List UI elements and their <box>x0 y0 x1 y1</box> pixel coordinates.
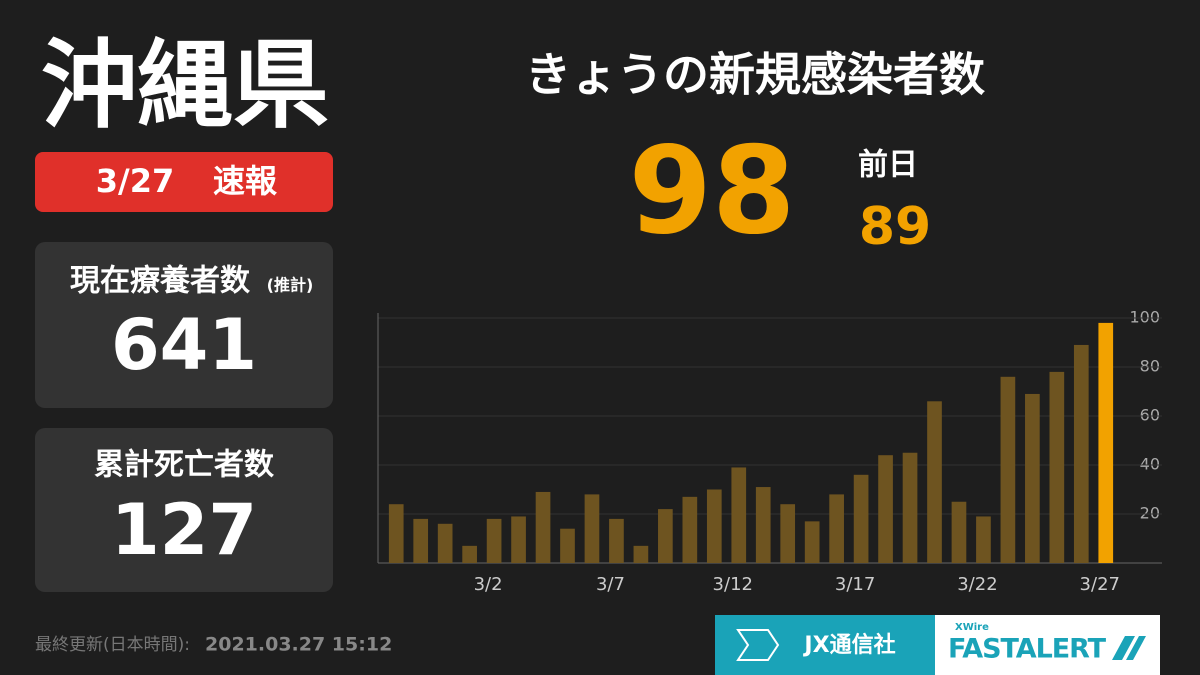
today-count: 98 <box>629 123 796 262</box>
x-tick-label: 3/22 <box>957 574 997 595</box>
bar <box>1000 376 1016 563</box>
prefecture: 沖縄県 <box>41 29 329 141</box>
x-tick-label: 3/7 <box>596 574 625 595</box>
previous-label: 前日 <box>858 148 918 183</box>
bar <box>511 516 526 563</box>
bar <box>804 521 820 563</box>
bar <box>902 452 918 563</box>
footer-timestamp: 2021.03.27 15:12 <box>205 634 392 656</box>
x-tick-label: 3/2 <box>474 574 503 595</box>
badge-date: 3/27 <box>96 162 174 200</box>
bar <box>1073 344 1089 563</box>
y-tick-label: 60 <box>1140 406 1160 425</box>
bar <box>560 528 575 563</box>
bar <box>706 489 722 563</box>
bar <box>682 496 698 563</box>
badge <box>35 152 333 212</box>
bar <box>609 518 624 563</box>
bar <box>1025 393 1040 563</box>
bar <box>462 545 477 563</box>
bar <box>535 491 551 563</box>
bar <box>927 401 942 563</box>
stat-label: 現在療養者数 <box>70 264 251 299</box>
bar <box>437 523 453 563</box>
x-tick-label: 3/17 <box>835 574 875 595</box>
jx-logo-text: JX通信社 <box>802 632 895 658</box>
stat-value: 641 <box>111 304 257 386</box>
stat-card <box>35 428 333 592</box>
stat-label: 累計死亡者数 <box>94 448 275 483</box>
y-tick-label: 40 <box>1140 455 1160 474</box>
previous-value: 89 <box>859 197 931 257</box>
fastalert-text: FASTALERT <box>948 634 1107 665</box>
x-tick-label: 3/12 <box>713 574 753 595</box>
jx-logo-box <box>715 615 935 675</box>
fastalert-icon <box>1112 636 1146 660</box>
bar <box>976 516 991 563</box>
headline: きょうの新規感染者数 <box>525 48 985 102</box>
bar <box>413 518 429 563</box>
stat-card <box>35 242 333 408</box>
bar <box>633 545 649 563</box>
y-tick-label: 20 <box>1140 504 1160 523</box>
bar <box>658 509 673 563</box>
bar <box>486 518 502 563</box>
bar <box>755 487 771 563</box>
y-tick-label: 80 <box>1140 357 1160 376</box>
y-tick-label: 100 <box>1129 308 1160 327</box>
xwire-text: XWire <box>955 622 989 633</box>
bar <box>878 455 893 563</box>
bar <box>1049 371 1065 563</box>
bar <box>853 474 869 563</box>
bar <box>388 504 404 563</box>
bar <box>584 494 600 563</box>
bar <box>1098 322 1114 563</box>
bar <box>731 467 747 563</box>
x-tick-label: 3/27 <box>1080 574 1120 595</box>
stat-note: (推計) <box>267 276 314 295</box>
bar <box>829 494 844 563</box>
jx-icon <box>736 629 780 661</box>
stat-value: 127 <box>111 489 257 571</box>
bar <box>951 501 967 563</box>
bar <box>780 504 796 563</box>
badge-label: 速報 <box>213 162 277 200</box>
footer-label: 最終更新(日本時間): <box>35 635 190 655</box>
